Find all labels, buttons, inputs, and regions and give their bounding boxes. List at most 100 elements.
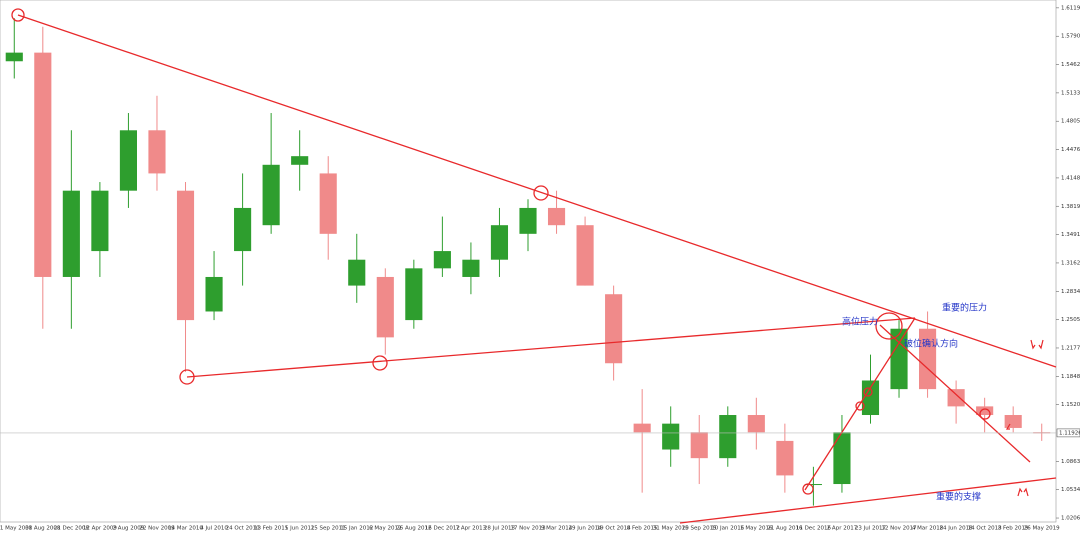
candle-body xyxy=(804,484,822,486)
candle-body xyxy=(747,415,765,433)
y-tick-label: 1.31625 xyxy=(1061,260,1080,266)
candle-body xyxy=(861,380,880,416)
y-tick-label: 1.02060 xyxy=(1061,516,1080,522)
marker-circle xyxy=(875,312,903,340)
y-tick-label: 1.05345 xyxy=(1061,487,1080,493)
y-tick-label: 1.54620 xyxy=(1061,62,1080,68)
candle-body xyxy=(605,294,623,364)
trendline xyxy=(879,324,1031,463)
candle-body xyxy=(319,173,337,234)
x-tick-label: 26 Aug 2012 xyxy=(396,526,431,532)
y-tick-label: 1.51335 xyxy=(1061,90,1080,96)
candle-body xyxy=(890,328,908,390)
marker-circle xyxy=(855,401,865,411)
x-tick-label: 2 Apr 2017 xyxy=(827,526,858,532)
candle-body xyxy=(234,207,252,252)
x-tick-label: 8 Feb 2015 xyxy=(627,526,658,532)
x-tick-label: 21 Aug 2016 xyxy=(767,526,803,532)
candle-body xyxy=(919,328,937,390)
candle-body xyxy=(34,52,52,277)
annotation: 高位压力 xyxy=(842,316,878,328)
candle-body xyxy=(291,156,309,165)
y-tick-label: 1.44765 xyxy=(1061,147,1080,153)
x-tick-label: 1 May 2016 xyxy=(740,526,773,532)
y-tick-label: 1.38195 xyxy=(1061,204,1080,210)
candle-body xyxy=(719,415,737,459)
trendline xyxy=(679,477,1057,524)
candle-body xyxy=(633,423,651,433)
x-tick-label: 11 Dec 2016 xyxy=(796,526,832,532)
candles xyxy=(5,18,1051,506)
y-tick-label: 1.21770 xyxy=(1061,345,1080,351)
x-tick-label: 7 Apr 2013 xyxy=(456,526,487,532)
x-tick-label: 9 Mar 2014 xyxy=(541,526,573,532)
arrows xyxy=(1005,339,1044,497)
candle-body xyxy=(5,52,23,62)
candle-body xyxy=(205,276,223,312)
x-tick-label: 14 Oct 2018 xyxy=(968,526,1003,532)
x-tick-label: 31 Aug 2008 xyxy=(25,526,61,532)
candle-body xyxy=(462,259,480,277)
y-tick-label: 1.08630 xyxy=(1061,459,1080,465)
x-tick-label: 28 Jul 2013 xyxy=(484,526,516,532)
y-tick-label: 1.25055 xyxy=(1061,317,1080,323)
y-tick-label: 1.61190 xyxy=(1061,5,1080,11)
y-tick-label: 1.48050 xyxy=(1061,119,1080,125)
marker-circle xyxy=(179,369,195,385)
trendline xyxy=(186,317,916,378)
x-tick-label: 2 Aug 2009 xyxy=(113,526,145,532)
current-price-label: 1.11926 xyxy=(1059,430,1080,436)
x-tick-label: 14 Mar 2010 xyxy=(168,526,203,532)
marker-circle xyxy=(979,408,991,420)
x-tick-label: 25 Sep 2011 xyxy=(311,526,346,532)
x-tick-label: 13 Feb 2011 xyxy=(254,526,288,532)
x-tick-label: 15 Jan 2012 xyxy=(340,526,373,532)
candle-body xyxy=(119,130,137,191)
candle-body xyxy=(433,251,451,269)
trendline xyxy=(17,14,1057,368)
y-tick-label: 1.18485 xyxy=(1061,374,1080,380)
marker-circle xyxy=(11,8,25,22)
x-tick-label: 24 Oct 2010 xyxy=(226,526,261,532)
y-tick-label: 1.28340 xyxy=(1061,289,1080,295)
x-tick-label: 10 Jan 2016 xyxy=(711,526,744,532)
x-tick-label: 23 Jul 2017 xyxy=(855,526,887,532)
candle-body xyxy=(405,268,423,321)
annotation: 重要的支撑 xyxy=(936,491,981,503)
candle-body xyxy=(176,190,195,321)
candle-body xyxy=(262,164,280,226)
candle-body xyxy=(976,406,994,416)
annotation: 重要的压力 xyxy=(942,302,987,314)
annotation: 破位确认方向 xyxy=(904,338,958,350)
x-tick-label: 22 Nov 2009 xyxy=(139,526,175,532)
trendlines xyxy=(11,8,1057,524)
plot-area xyxy=(0,0,1057,523)
x-tick-label: 17 Nov 2013 xyxy=(510,526,546,532)
candle-body xyxy=(576,225,594,286)
x-tick-label: 24 Jun 2018 xyxy=(940,526,974,532)
x-tick-label: 16 Dec 2012 xyxy=(425,526,460,532)
candle-body xyxy=(376,276,394,338)
y-tick-label: 1.41480 xyxy=(1061,175,1080,181)
current-price-box xyxy=(1056,428,1080,438)
y-tick-label: 1.34910 xyxy=(1061,232,1080,238)
candle-body xyxy=(776,440,794,476)
candle-body xyxy=(1004,415,1022,428)
trendline xyxy=(804,317,916,491)
marker-circle xyxy=(863,387,873,397)
candle-body xyxy=(947,389,965,407)
x-tick-label: 31 May 2015 xyxy=(653,526,689,532)
marker-circle xyxy=(533,185,549,201)
candle-body xyxy=(662,423,680,450)
candle-body xyxy=(490,225,509,260)
x-tick-label: 12 Apr 2009 xyxy=(83,526,118,532)
x-tick-label: 19 Oct 2014 xyxy=(597,526,632,532)
x-tick-label: 4 Jul 2010 xyxy=(200,526,228,532)
y-tick-label: 1.57900 xyxy=(1061,34,1080,40)
candle-body xyxy=(348,259,366,286)
y-tick-label: 1.15200 xyxy=(1061,402,1080,408)
x-tick-label: 5 Jun 2011 xyxy=(285,526,315,532)
x-tick-label: 12 Nov 2017 xyxy=(881,526,917,532)
candle-body xyxy=(148,130,166,174)
